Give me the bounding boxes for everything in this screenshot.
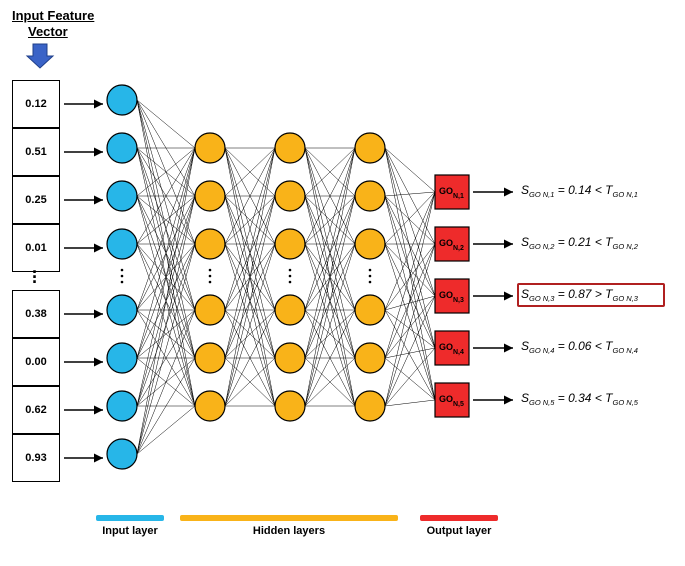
output-equation: SGO N,4 = 0.06 < TGO N,4 [521, 339, 638, 355]
svg-text:GO: GO [439, 238, 453, 248]
input-cell: 0.25 [12, 176, 60, 224]
input-cell: 0.12 [12, 80, 60, 128]
svg-text:GO: GO [439, 394, 453, 404]
output-equation: SGO N,2 = 0.21 < TGO N,2 [521, 235, 638, 251]
input-cell: 0.38 [12, 290, 60, 338]
svg-text:N,5: N,5 [453, 401, 464, 408]
svg-text:N,1: N,1 [453, 193, 464, 200]
output-highlight [517, 283, 665, 307]
legend-bar-input [96, 515, 164, 521]
svg-text:GO: GO [439, 342, 453, 352]
output-equation: SGO N,1 = 0.14 < TGO N,1 [521, 183, 638, 199]
input-ellipsis: ··· [32, 270, 38, 285]
svg-text:GO: GO [439, 186, 453, 196]
svg-text:GO: GO [439, 290, 453, 300]
input-cell: 0.62 [12, 386, 60, 434]
legend-label-input: Input layer [96, 525, 164, 537]
input-cell: 0.51 [12, 128, 60, 176]
input-cell: 0.00 [12, 338, 60, 386]
svg-text:N,3: N,3 [453, 297, 464, 304]
legend-label-hidden: Hidden layers [180, 525, 398, 537]
input-cell: 0.93 [12, 434, 60, 482]
svg-text:N,2: N,2 [453, 245, 464, 252]
legend-bar-hidden [180, 515, 398, 521]
legend-bar-output [420, 515, 498, 521]
legend-label-output: Output layer [420, 525, 498, 537]
output-equation: SGO N,5 = 0.34 < TGO N,5 [521, 391, 638, 407]
svg-text:N,4: N,4 [453, 349, 464, 356]
